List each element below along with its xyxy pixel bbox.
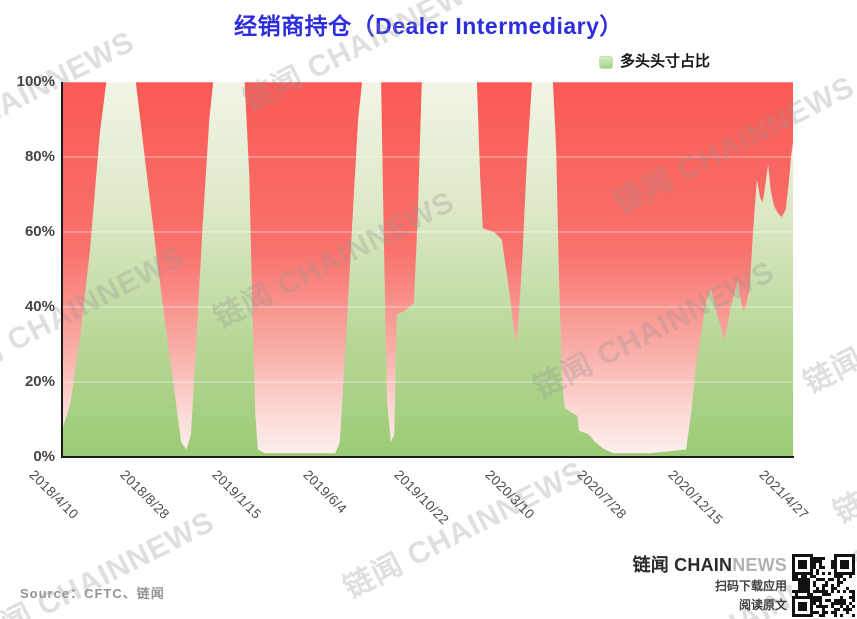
legend-swatch-icon — [599, 55, 613, 69]
x-axis-label: 2018/8/28 — [117, 467, 173, 522]
watermark: 链闻 CHAINNEWS — [828, 380, 857, 531]
y-axis-label: 100% — [16, 73, 55, 90]
y-axis-label: 40% — [24, 298, 55, 315]
x-axis-label: 2019/6/4 — [300, 467, 350, 517]
y-axis-label: 60% — [24, 223, 55, 240]
qr-code — [792, 554, 855, 617]
x-axis-label: 2019/1/15 — [208, 467, 264, 522]
brand-secondary: NEWS — [732, 555, 787, 575]
x-axis-label: 2019/10/22 — [391, 467, 452, 528]
brand-logo: 链闻 CHAINNEWS 扫码下载应用 阅读原文 — [633, 551, 787, 615]
watermark: 链闻 CHAINNEWS — [798, 250, 857, 401]
x-axis-label: 2018/4/10 — [26, 467, 82, 522]
y-axis-line — [61, 82, 63, 458]
plot-area — [63, 82, 793, 457]
watermark: 链闻 CHAINNEWS — [338, 455, 590, 606]
y-axis-label: 20% — [24, 373, 55, 390]
legend: 多头头寸占比 — [599, 50, 710, 71]
x-axis-label: 2020/3/10 — [482, 467, 538, 522]
x-axis-line — [61, 456, 794, 458]
source-note: Source：CFTC、链闻 — [20, 586, 165, 601]
y-axis-label: 0% — [33, 448, 55, 465]
qr-caption-1: 扫码下载应用 — [714, 579, 787, 593]
x-axis-label: 2020/7/28 — [573, 467, 629, 522]
y-axis-label: 80% — [24, 148, 55, 165]
gridlines — [63, 82, 793, 383]
x-axis-label: 2021/4/27 — [756, 467, 812, 522]
brand-primary: 链闻 CHAIN — [632, 555, 733, 575]
legend-label: 多头头寸占比 — [620, 53, 711, 70]
x-axis-label: 2020/12/15 — [665, 467, 726, 528]
qr-caption-2: 阅读原文 — [738, 598, 787, 612]
page-title: 经销商持仓（Dealer Intermediary） — [234, 13, 623, 39]
long-position-area — [63, 82, 793, 457]
